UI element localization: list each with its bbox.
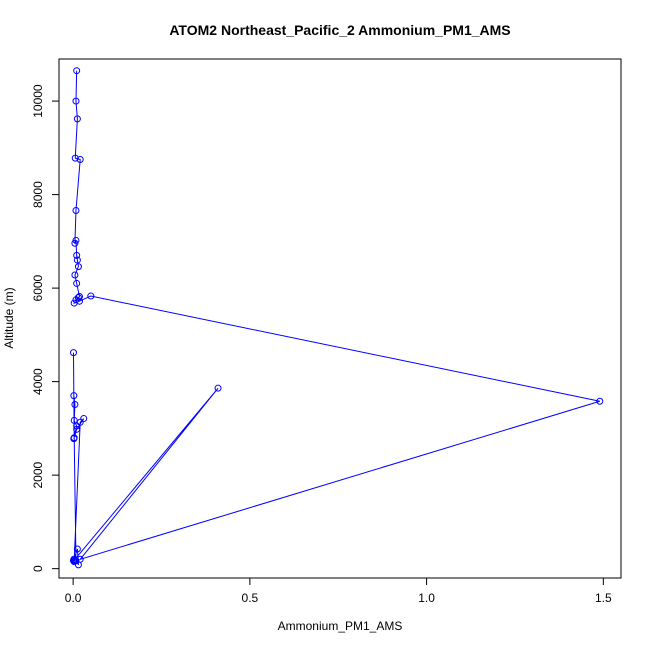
data-point bbox=[73, 279, 81, 287]
data-point bbox=[72, 206, 80, 214]
y-tick-label: 0 bbox=[31, 565, 45, 572]
data-point bbox=[73, 115, 81, 123]
series-layer bbox=[69, 67, 604, 569]
x-axis: 0.0 0.5 1.0 1.5 bbox=[65, 577, 612, 605]
data-point bbox=[72, 236, 80, 244]
data-point bbox=[72, 97, 80, 105]
data-point bbox=[74, 561, 82, 569]
data-point bbox=[70, 434, 78, 442]
data-point bbox=[71, 154, 79, 162]
data-point bbox=[73, 545, 81, 553]
data-point bbox=[596, 397, 604, 405]
chart-title: ATOM2 Northeast_Pacific_2 Ammonium_PM1_A… bbox=[169, 22, 510, 38]
x-tick-label: 1.5 bbox=[595, 591, 612, 605]
y-tick-label: 4000 bbox=[31, 368, 45, 395]
data-point bbox=[73, 425, 81, 433]
data-point bbox=[69, 349, 77, 357]
data-point bbox=[71, 271, 79, 279]
data-point bbox=[87, 292, 95, 300]
y-tick-label: 8000 bbox=[31, 181, 45, 208]
data-point bbox=[73, 67, 81, 75]
data-point bbox=[70, 392, 78, 400]
data-point bbox=[73, 251, 81, 259]
y-axis-label: Altitude (m) bbox=[2, 287, 16, 348]
data-point bbox=[73, 422, 81, 430]
data-point bbox=[80, 415, 88, 423]
data-point bbox=[70, 555, 78, 563]
data-point bbox=[71, 401, 79, 409]
x-axis-label: Ammonium_PM1_AMS bbox=[278, 619, 403, 633]
y-axis: 0 2000 4000 6000 8000 10000 bbox=[31, 84, 60, 572]
data-point bbox=[74, 263, 82, 271]
data-point bbox=[71, 556, 79, 564]
y-tick-label: 10000 bbox=[31, 84, 45, 118]
data-point bbox=[214, 384, 222, 392]
x-tick-label: 0.5 bbox=[242, 591, 259, 605]
data-point bbox=[76, 297, 84, 305]
data-point bbox=[73, 256, 81, 264]
y-tick-label: 2000 bbox=[31, 461, 45, 488]
x-tick-label: 0.0 bbox=[65, 591, 82, 605]
data-point bbox=[76, 156, 84, 164]
x-tick-label: 1.0 bbox=[418, 591, 435, 605]
y-tick-label: 6000 bbox=[31, 274, 45, 301]
data-point bbox=[70, 416, 78, 424]
data-point bbox=[76, 418, 84, 426]
